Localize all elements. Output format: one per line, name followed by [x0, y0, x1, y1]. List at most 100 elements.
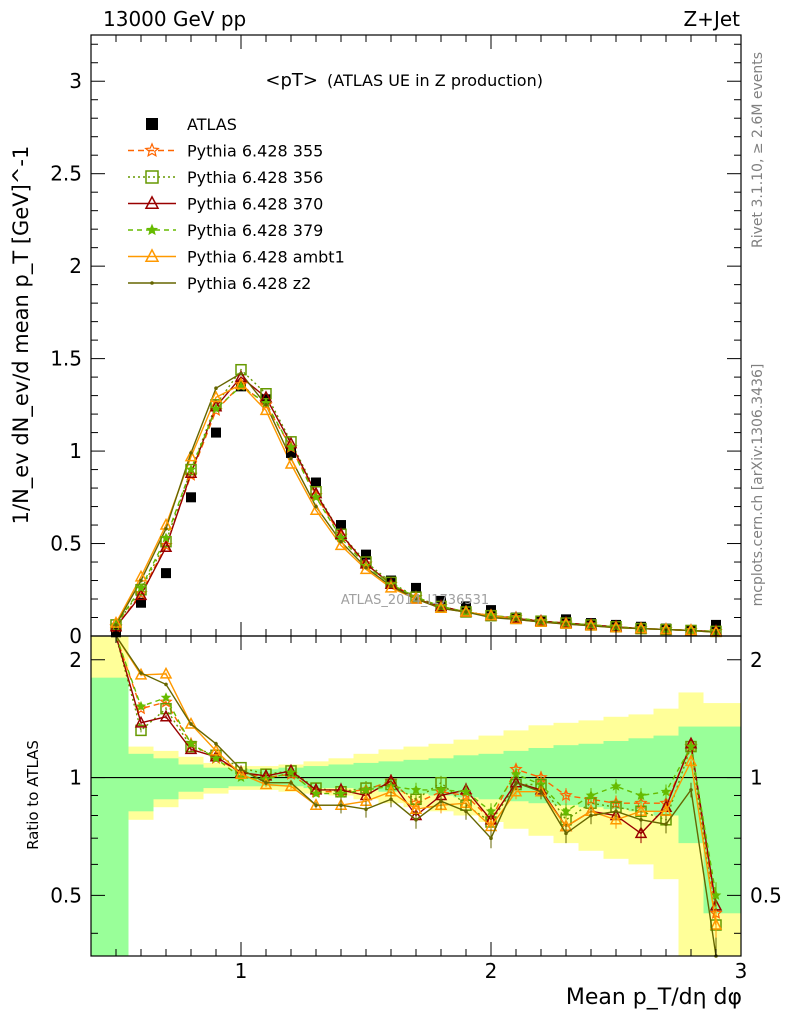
- ratio-point: [660, 786, 672, 797]
- axes-group: 1 2 3 0 0.5 1 1.5 2 2.5 3 0.5 0.5 1 1 2 2: [50, 34, 782, 983]
- ratio-point: [439, 799, 443, 804]
- legend-marker: [145, 223, 159, 236]
- main-y-tick-label: 3: [69, 69, 82, 93]
- main-y-axis-label: 1/N_ev dN_ev/d mean p_T [GeV]^-1: [9, 146, 34, 525]
- legend-label: Pythia 6.428 355: [187, 142, 323, 161]
- ratio-y-tick-label-right: 2: [750, 648, 763, 672]
- process-label: Z+Jet: [683, 7, 740, 31]
- legend: ATLAS Pythia 6.428 355 Pythia 6.428 356 Pyt…: [128, 115, 345, 293]
- ratio-point: [310, 788, 322, 799]
- mc-point: [264, 403, 268, 407]
- ratio-point: [189, 722, 193, 726]
- ratio-band-inner: [153, 758, 179, 800]
- plot-subtitle: (ATLAS UE in Z production): [327, 71, 543, 90]
- ratio-point: [614, 809, 618, 814]
- ratio-point: [360, 784, 372, 795]
- ratio-band-inner: [328, 764, 354, 789]
- mc-point: [334, 538, 348, 551]
- analysis-watermark: ATLAS_2014_I1736531: [341, 593, 489, 608]
- ratio-point: [259, 777, 273, 790]
- mc-point: [434, 601, 448, 614]
- mc-point: [189, 451, 193, 455]
- x-tick-label: 3: [735, 959, 748, 983]
- ratio-band-inner: [478, 753, 504, 800]
- ratio-point: [160, 702, 172, 715]
- mc-point: [589, 624, 593, 628]
- ratio-point: [589, 813, 593, 818]
- ratio-point: [234, 767, 248, 779]
- legend-marker: [150, 281, 154, 285]
- ratio-point: [684, 754, 698, 767]
- mc-point: [284, 456, 298, 469]
- ratio-point: [185, 738, 197, 749]
- legend-label: Pythia 6.428 ambt1: [187, 248, 345, 267]
- mc-point: [309, 503, 323, 516]
- mc-point: [160, 532, 172, 543]
- mc-point: [314, 504, 318, 509]
- legend-label: Pythia 6.428 379: [187, 221, 323, 240]
- ratio-point: [339, 803, 343, 807]
- data-point: [286, 447, 296, 458]
- ratio-band-inner: [128, 753, 154, 812]
- ratio-point: [210, 752, 222, 763]
- ratio-point: [460, 786, 472, 797]
- mc-point: [514, 617, 518, 622]
- ratio-point: [489, 836, 493, 840]
- ratio-point: [659, 804, 673, 817]
- ratio-point: [639, 817, 643, 822]
- ratio-point: [314, 803, 318, 807]
- ratio-series-group: [115, 635, 723, 958]
- ratio-point: [410, 784, 422, 795]
- data-point: [136, 597, 146, 608]
- ratio-y-axis-label: Ratio to ATLAS: [24, 740, 42, 850]
- ratio-point: [134, 715, 148, 728]
- mc-point: [109, 615, 123, 628]
- legend-label: Pythia 6.428 z2: [187, 274, 311, 293]
- ratio-point: [135, 724, 147, 737]
- mc-point: [364, 565, 368, 570]
- mc-point: [164, 526, 168, 531]
- ratio-point: [609, 812, 623, 825]
- mc-point: [214, 386, 218, 391]
- legend-marker: [145, 170, 159, 184]
- ratio-point: [414, 817, 418, 822]
- x-tick-label: 1: [235, 959, 248, 983]
- mc-point: [289, 456, 293, 461]
- mc-point: [509, 612, 523, 625]
- mc-point: [639, 626, 643, 631]
- ratio-point: [159, 694, 173, 708]
- legend-marker: [144, 195, 160, 210]
- ratio-point: [214, 741, 218, 746]
- data-point: [361, 549, 371, 560]
- ratio-point: [184, 742, 198, 755]
- ratio-uncertainty-bands: [91, 636, 741, 956]
- ratio-point: [239, 767, 243, 772]
- ratio-point: [560, 805, 572, 816]
- ratio-point: [709, 917, 723, 930]
- ratio-point: [159, 666, 173, 679]
- mc-point: [539, 620, 543, 624]
- ratio-point: [184, 716, 198, 729]
- ratio-point: [435, 784, 447, 795]
- x-axis-label: Mean p_T/dη dφ: [566, 985, 742, 1010]
- legend-label: ATLAS: [187, 115, 237, 134]
- ratio-point: [264, 780, 268, 785]
- ratio-point: [685, 741, 697, 752]
- mc-point: [209, 390, 223, 403]
- main-y-tick-label: 1.5: [50, 347, 82, 371]
- mc-point: [614, 625, 618, 630]
- ratio-band-inner: [91, 677, 129, 956]
- mc-point: [114, 623, 118, 627]
- data-point: [336, 520, 346, 531]
- ratio-point: [164, 682, 168, 687]
- ratio-point: [160, 692, 172, 703]
- mc-point: [285, 441, 297, 452]
- ratio-point: [285, 766, 297, 778]
- ratio-point: [135, 700, 147, 711]
- ratio-point: [539, 789, 543, 794]
- mc-point: [484, 608, 498, 621]
- ratio-point: [634, 826, 648, 839]
- main-y-tick-label: 2.5: [50, 162, 82, 186]
- main-series-group: [109, 363, 723, 638]
- ratio-point: [664, 822, 668, 827]
